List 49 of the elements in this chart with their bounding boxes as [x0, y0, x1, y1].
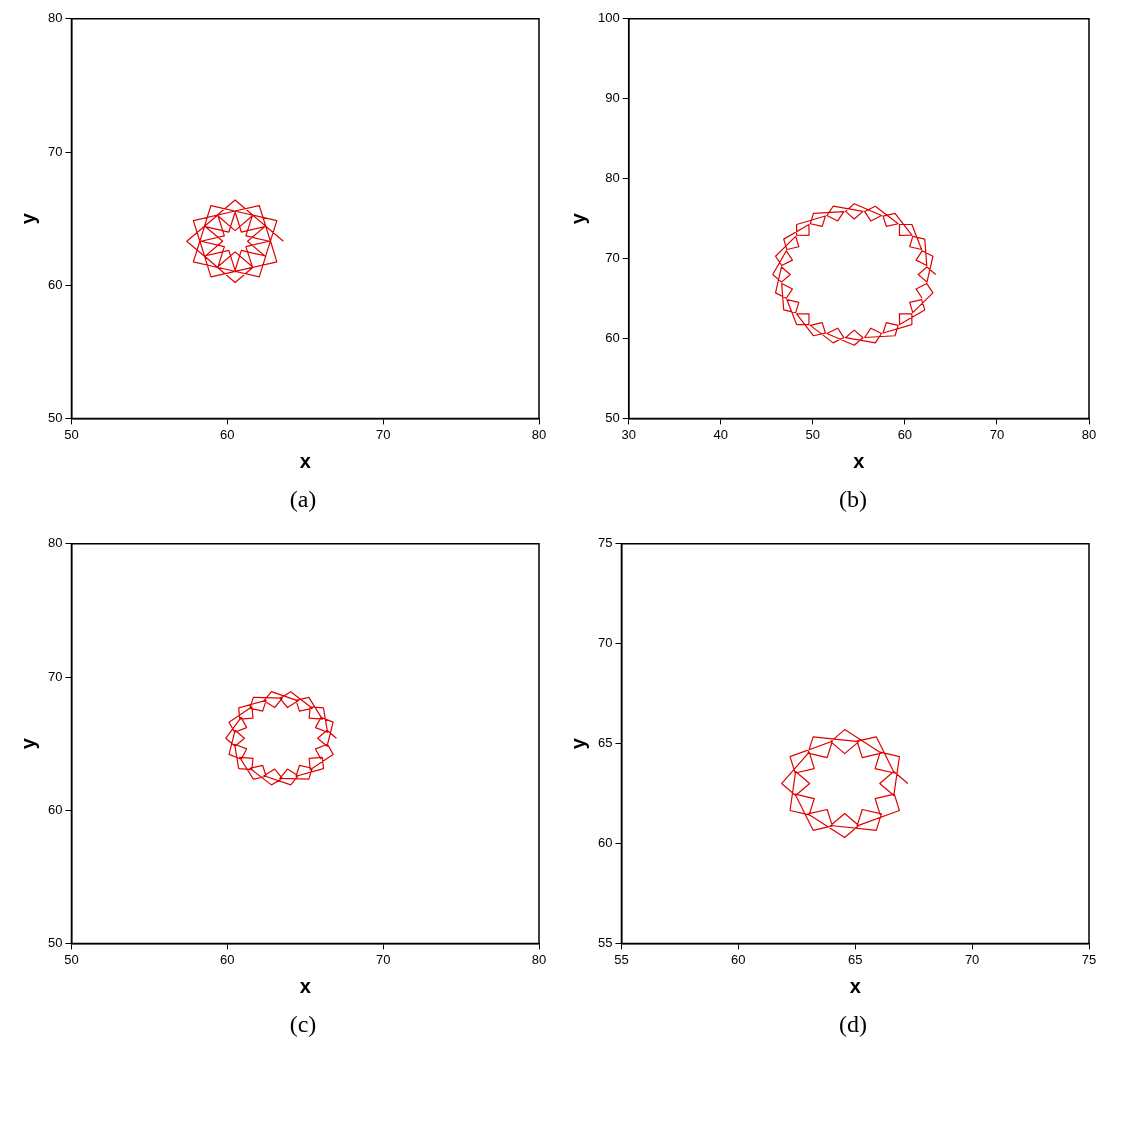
y-tick-label: 60 — [597, 835, 613, 851]
x-tick-label: 80 — [531, 951, 547, 967]
y-tick-label: 50 — [47, 409, 63, 425]
y-tick-label: 70 — [47, 143, 63, 159]
x-tick-label: 30 — [621, 426, 636, 442]
x-tick-label: 50 — [805, 426, 821, 442]
x-tick-label: 60 — [897, 426, 913, 442]
text: (d) — [839, 1011, 867, 1038]
x-tick-label: 70 — [375, 951, 391, 967]
y-tick-label: 55 — [597, 934, 613, 950]
x-tick-label: 40 — [713, 426, 728, 442]
x-tick-label: 65 — [848, 951, 863, 967]
y-tick-label: 50 — [605, 409, 620, 425]
y-tick-label: 90 — [605, 90, 620, 106]
y-tick-label: 70 — [605, 250, 620, 266]
x-axis-title: x — [853, 449, 865, 472]
y-tick-label: 80 — [47, 535, 63, 551]
x-tick-label: 70 — [964, 951, 980, 967]
x-tick-label: 50 — [64, 426, 79, 442]
y-tick-label: 70 — [47, 668, 63, 684]
x-axis-title: x — [299, 974, 311, 997]
y-tick-label: 80 — [47, 10, 63, 26]
y-tick-label: 60 — [47, 276, 63, 292]
y-tick-label: 80 — [605, 170, 620, 186]
x-axis-title: x — [849, 974, 861, 997]
y-tick-label: 50 — [47, 934, 63, 950]
y-tick-label: 60 — [47, 801, 63, 817]
y-axis-title: y — [566, 212, 589, 225]
x-axis-title: x — [299, 449, 311, 472]
y-axis-title: y — [16, 212, 39, 225]
y-tick-label: 100 — [597, 10, 620, 26]
x-tick-label: 60 — [731, 951, 746, 967]
y-tick-label: 65 — [597, 735, 613, 751]
x-tick-label: 75 — [1081, 951, 1097, 967]
x-tick-label: 80 — [531, 426, 547, 442]
x-tick-label: 60 — [220, 426, 235, 442]
x-tick-label: 70 — [375, 426, 391, 442]
y-axis-title: y — [566, 737, 589, 750]
text: (c) — [289, 1011, 317, 1038]
x-tick-label: 70 — [989, 426, 1005, 442]
text: (a) — [289, 486, 317, 513]
y-axis-title: y — [16, 737, 39, 750]
x-tick-label: 80 — [1081, 426, 1097, 442]
x-tick-label: 50 — [64, 951, 79, 967]
y-tick-label: 75 — [597, 535, 613, 551]
y-tick-label: 60 — [605, 330, 620, 346]
x-tick-label: 60 — [220, 951, 235, 967]
text: (b) — [839, 486, 867, 513]
y-tick-label: 70 — [597, 635, 613, 651]
